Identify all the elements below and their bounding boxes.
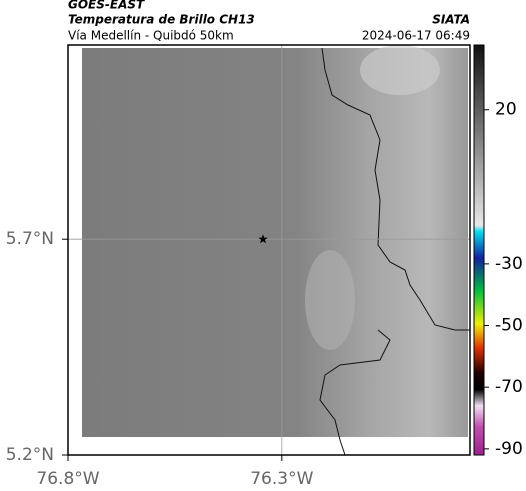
colorbar-tick-label: -90 — [495, 439, 523, 459]
source: GOES-EAST — [68, 0, 145, 12]
colorbar-tick-label: 20 — [495, 100, 517, 120]
map-frame — [67, 44, 471, 456]
x-tick-label: 76.3°W — [250, 469, 313, 489]
timestamp: 2024-06-17 06:49 — [362, 29, 470, 43]
agency: SIATA — [432, 13, 470, 27]
cloud — [305, 250, 355, 350]
colorbar-tick-label: -50 — [495, 316, 523, 336]
y-tick-label: 5.2°N — [6, 445, 54, 465]
colorbar — [473, 44, 485, 456]
location-marker — [258, 234, 268, 244]
colorbar-tick-label: -30 — [495, 254, 523, 274]
title: Temperatura de Brillo CH13 — [68, 13, 255, 27]
satellite-image — [82, 48, 468, 437]
colorbar-tick-label: -70 — [495, 377, 523, 397]
boundary — [319, 47, 470, 456]
subtitle: Vía Medellín - Quibdó 50km — [68, 29, 234, 43]
cloud — [360, 45, 440, 95]
y-tick-label: 5.7°N — [6, 229, 54, 249]
x-tick-label: 76.8°W — [36, 469, 99, 489]
